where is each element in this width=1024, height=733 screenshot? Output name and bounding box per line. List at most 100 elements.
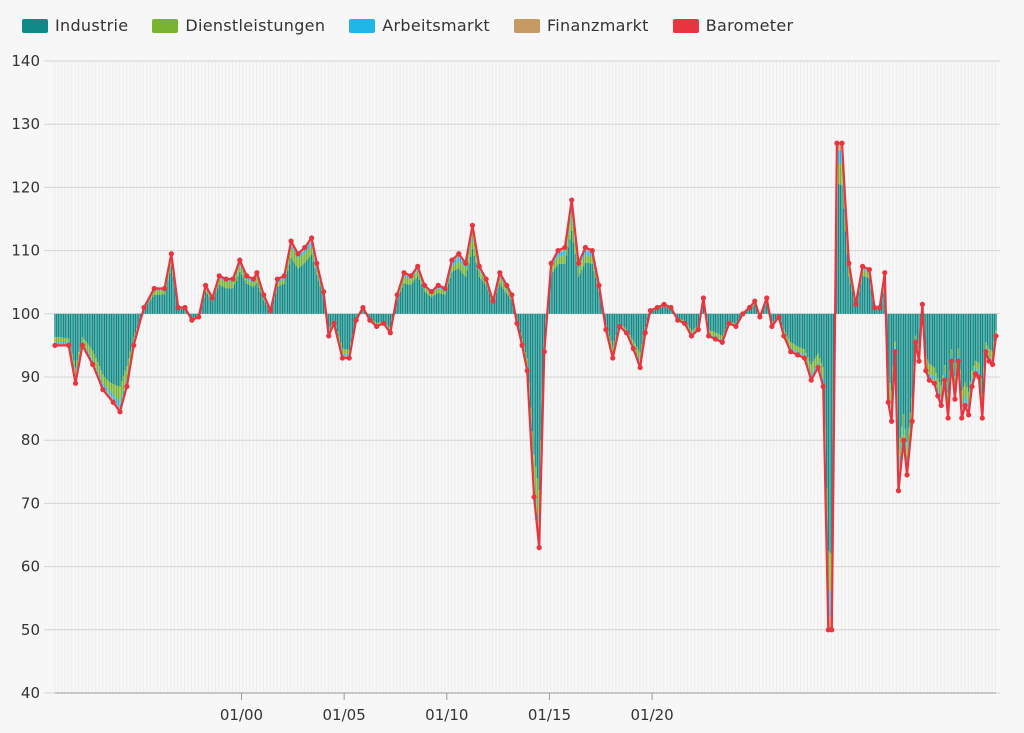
legend-item-dienstleistungen[interactable]: Dienstleistungen <box>152 16 325 35</box>
bar-segment <box>297 268 299 314</box>
bar-segment <box>714 313 717 333</box>
barometer-point <box>295 251 301 257</box>
bar-segment <box>949 313 951 371</box>
bar-segment <box>637 313 640 350</box>
bar-segment <box>894 341 896 348</box>
barometer-point <box>781 333 787 339</box>
barometer-point <box>223 276 229 282</box>
bar-segment <box>228 280 231 282</box>
bar-segment <box>962 386 965 402</box>
bar-segment <box>54 313 56 337</box>
bar-segment <box>594 277 597 314</box>
bar-segment <box>820 362 823 374</box>
bar-segment <box>659 307 662 314</box>
bar-segment <box>906 313 908 443</box>
bar-segment <box>985 313 987 343</box>
bar-segment <box>437 292 439 314</box>
bar-segment <box>322 297 325 314</box>
bar-segment <box>287 270 289 314</box>
bar-segment <box>798 347 800 352</box>
bar-segment <box>497 283 499 289</box>
bar-segment <box>482 280 484 314</box>
bar-segment <box>926 313 929 360</box>
bar-segment <box>711 335 713 337</box>
bar-segment <box>540 313 542 441</box>
bar-segment <box>309 256 311 314</box>
bar-segment <box>754 304 756 314</box>
bar-segment <box>495 293 498 314</box>
bar-segment <box>471 233 474 249</box>
bar-segment <box>102 374 104 384</box>
bar-segment <box>451 272 453 314</box>
bar-segment <box>812 371 814 375</box>
bar-segment <box>420 283 422 314</box>
barometer-point <box>582 244 588 251</box>
legend-item-industrie[interactable]: Industrie <box>22 16 128 35</box>
barometer-point <box>705 333 712 339</box>
legend-item-barometer[interactable]: Barometer <box>672 16 794 35</box>
bar-segment <box>694 313 696 329</box>
bar-segment <box>423 287 426 292</box>
bar-segment <box>848 276 850 314</box>
bar-segment <box>403 283 405 314</box>
bar-segment <box>336 313 338 332</box>
bar-segment <box>110 392 113 397</box>
bar-segment <box>228 288 231 314</box>
bar-segment <box>151 296 154 314</box>
legend-swatch-barometer <box>672 18 699 33</box>
bar-segment <box>69 346 72 351</box>
bar-segment <box>59 337 61 343</box>
barometer-point <box>117 409 123 415</box>
bar-segment <box>738 313 741 319</box>
legend-item-finanzmarkt[interactable]: Finanzmarkt <box>513 16 649 35</box>
bar-segment <box>242 272 244 278</box>
bar-segment <box>88 353 90 357</box>
bar-segment <box>103 385 106 389</box>
bar-segment <box>892 313 895 367</box>
bar-segment <box>218 284 220 314</box>
y-tick-label: 60 <box>21 558 40 576</box>
legend-item-arbeitsmarkt[interactable]: Arbeitsmarkt <box>349 16 490 35</box>
bar-segment <box>232 282 234 289</box>
bar-segment <box>711 313 713 332</box>
bar-segment <box>731 313 734 323</box>
bar-segment <box>783 329 785 334</box>
bar-segment <box>83 339 85 345</box>
bar-segment <box>976 313 978 362</box>
bar-segment <box>793 313 795 345</box>
barometer-point <box>360 304 366 311</box>
bar-segment <box>577 265 580 269</box>
bar-segment <box>991 313 994 352</box>
bar-segment <box>290 246 292 258</box>
bar-segment <box>300 252 303 256</box>
bar-segment <box>417 270 419 277</box>
bar-segment <box>461 260 463 265</box>
bar-segment <box>340 342 342 348</box>
y-tick-label: 50 <box>21 621 40 639</box>
bar-segment <box>124 370 126 385</box>
bar-segment <box>422 287 424 314</box>
bar-segment <box>456 262 458 270</box>
bar-segment <box>979 313 982 379</box>
bar-segment <box>932 379 934 383</box>
bar-segment <box>211 301 214 314</box>
bar-segment <box>447 278 450 284</box>
bar-segment <box>119 386 121 403</box>
bar-segment <box>500 286 503 314</box>
bar-segment <box>88 313 90 346</box>
barometer-point <box>575 260 582 266</box>
bar-segment <box>839 163 841 185</box>
bar-segment <box>618 313 621 324</box>
bar-segment <box>967 313 970 392</box>
bar-segment <box>680 319 682 322</box>
bar-segment <box>499 276 501 284</box>
bar-segment <box>930 313 932 366</box>
bar-segment <box>329 326 332 330</box>
bar-segment <box>254 279 256 286</box>
bar-segment <box>713 313 715 332</box>
bar-segment <box>813 368 816 372</box>
barometer-point <box>885 399 891 405</box>
bar-segment <box>114 313 116 385</box>
bar-segment <box>973 365 975 374</box>
barometer-point <box>589 248 595 254</box>
